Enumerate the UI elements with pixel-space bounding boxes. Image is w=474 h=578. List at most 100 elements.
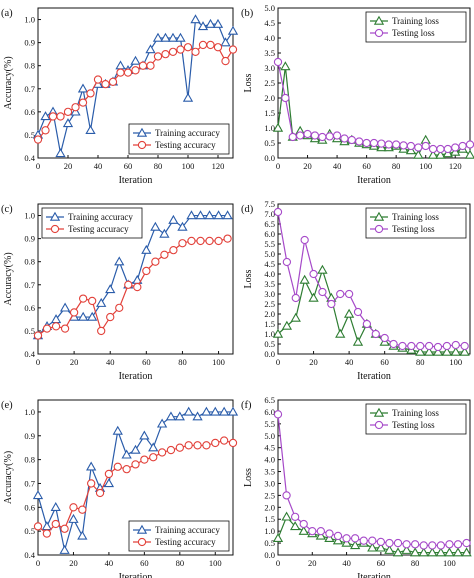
y-tick-label: 5.5 [264,419,275,429]
data-point [282,491,291,500]
legend-swatch-marker [49,211,61,221]
x-tick-label: 100 [212,357,225,367]
data-point [77,83,89,93]
y-tick-label: 0.5 [24,326,35,336]
y-axis-label: Loss [243,73,254,92]
series-2 [273,410,471,550]
data-point [272,328,284,338]
series-1 [32,210,233,340]
data-point [159,228,170,238]
data-point [69,308,79,317]
x-tick-label: 20 [70,357,79,367]
data-point [55,148,66,158]
y-tick-label: 5.5 [264,239,275,249]
x-tick-label: 20 [308,558,317,568]
data-point [148,442,159,452]
data-point [367,542,378,552]
data-point [190,14,201,24]
data-point [214,236,223,246]
legend-box [128,520,230,552]
series-line [37,214,228,336]
data-point [296,131,305,140]
data-point [343,308,355,318]
data-point [112,425,123,435]
panel-label: (e) [1,400,13,411]
y-tick-label: 0.9 [24,431,35,441]
data-point [452,547,464,557]
legend: Training loss Testing loss [365,11,467,43]
data-point [78,505,87,514]
y-tick-label: 6.0 [264,229,275,239]
data-point [272,122,284,132]
y-tick-label: 1.0 [24,407,35,417]
data-point [183,406,194,416]
series-2 [273,57,474,154]
plot-frame [277,203,471,355]
y-tick-label: 0.5 [264,538,275,548]
x-tick-label: 60 [124,161,133,171]
data-point [353,307,363,317]
data-point [451,143,460,152]
data-point [436,541,446,550]
data-point [377,139,386,148]
data-point [402,540,411,549]
data-point [317,264,328,274]
data-point [130,55,141,65]
data-point [191,47,200,56]
data-point [33,331,43,340]
data-point [318,132,327,142]
data-point [273,410,283,419]
y-tick-label: 2.0 [264,502,275,512]
y-tick-label: 0.0 [264,153,275,163]
y-tick-label: 3.0 [264,289,275,299]
series-1 [32,406,239,554]
y-axis-label: Loss [243,468,254,487]
y-tick-label: 4.5 [264,443,275,453]
data-point [227,406,239,416]
data-point [303,129,312,139]
y-tick-label: 0.7 [24,478,35,488]
x-tick-label: 100 [182,161,195,171]
x-tick-label: 40 [94,161,103,171]
legend: Training loss Testing loss [365,403,467,435]
data-point [197,21,209,31]
panel-label: (a) [1,8,13,19]
y-tick-label: 3.5 [264,279,275,289]
data-point [210,406,221,416]
y-axis-label: Accuracy(%) [3,252,14,305]
x-tick-label: 40 [333,161,342,171]
data-point [327,299,336,309]
data-point [146,61,155,70]
y-tick-label: 0.6 [24,502,35,512]
data-point [105,284,116,294]
chart-panel-4: 0.00.51.01.52.02.53.03.54.04.55.05.56.06… [241,199,471,382]
data-point [87,311,98,321]
data-point [42,529,52,538]
y-tick-label: 0.6 [24,107,35,117]
data-point [465,140,474,149]
data-point [182,92,194,102]
data-point [281,511,292,521]
data-point [140,455,149,464]
data-point [160,250,169,259]
data-point [184,441,193,450]
data-point [392,547,404,557]
data-point [272,532,284,543]
y-tick-label: 6.5 [264,219,275,229]
legend-box [365,403,467,435]
data-point [441,346,453,356]
y-tick-label: 3.5 [264,467,275,477]
y-tick-label: 0.0 [264,550,275,560]
series-line [37,238,228,337]
data-point [443,144,452,154]
y-tick-label: 0.8 [24,257,35,267]
data-point [380,333,389,343]
y-tick-label: 5.0 [264,431,275,441]
chart-panel-3: 0.4 0.5 0.6 0.7 0.8 0.9 1.0 0 20 40 60 80 100 (c) Iter… [1,203,234,382]
data-point [174,411,185,421]
data-point [204,210,215,220]
legend-box [41,207,143,239]
data-point [201,406,212,416]
chart-panel-6: 0.0 0.5 1.0 1.5 2.0 2.5 3.03.5 4.0 4.5 5.0 5.5 6.0 6… [241,395,472,578]
x-tick-label: 100 [443,558,456,568]
